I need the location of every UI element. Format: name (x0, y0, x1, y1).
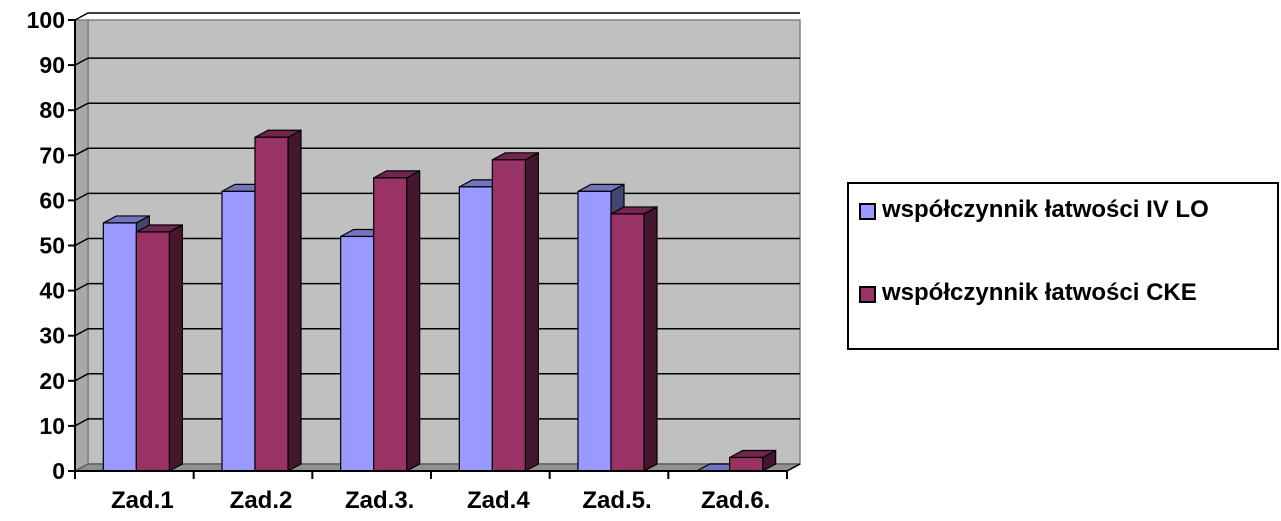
floor (74, 463, 801, 472)
y-tick-label: 50 (39, 233, 65, 259)
bars (102, 129, 777, 473)
legend-swatch-iv-lo (859, 203, 876, 220)
gridline (74, 373, 800, 382)
plot-area (74, 19, 801, 473)
x-tick-label: Zad.2 (230, 487, 293, 514)
gridline (74, 57, 800, 66)
bar (373, 169, 421, 473)
y-tick-label: 30 (39, 323, 65, 349)
side-wall (74, 19, 89, 473)
bar-side (643, 205, 658, 473)
bar-front (221, 190, 256, 472)
y-tick-label: 0 (52, 458, 65, 484)
bar (135, 223, 183, 473)
bar-front (729, 456, 764, 472)
gridline (74, 192, 800, 202)
y-tick-label: 20 (39, 368, 65, 394)
bar-side (524, 151, 539, 473)
bar-front (577, 190, 612, 472)
gridline (74, 237, 800, 247)
gridline (74, 327, 800, 337)
gridline (74, 12, 800, 21)
bar-front (135, 231, 170, 472)
legend-item-iv-lo: współczynnik łatwości IV LO (859, 194, 1264, 225)
bar-front (491, 159, 526, 472)
back-wall (87, 19, 801, 465)
bar-side (406, 169, 421, 473)
bar-front (340, 235, 375, 472)
gridlines (74, 12, 800, 427)
x-tick-label: Zad.5. (582, 487, 651, 514)
legend-label-cke: współczynnik łatwości CKE (882, 279, 1197, 306)
gridline (74, 282, 800, 292)
legend: współczynnik łatwości IV LO współczynnik… (847, 182, 1279, 350)
bar-side (287, 129, 302, 473)
y-axis-ticks: 0 10 20 30 40 50 60 70 80 90 100 (27, 7, 75, 484)
x-tick-label: Zad.1 (111, 487, 174, 514)
x-axis-ticks: Zad.1 Zad.2 Zad.3. Zad.4 Zad.5. Zad.6. (74, 471, 788, 514)
bar (610, 205, 658, 473)
legend-label-iv-lo: współczynnik łatwości IV LO (882, 196, 1209, 223)
gridline (74, 418, 800, 427)
gridline (74, 147, 800, 156)
bar-front (458, 186, 493, 472)
y-tick-label: 60 (39, 187, 65, 213)
y-tick-label: 100 (27, 7, 65, 33)
legend-swatch-cke (859, 286, 876, 303)
legend-item-cke: współczynnik łatwości CKE (859, 277, 1264, 308)
y-tick-label: 10 (39, 413, 65, 439)
bar-front (610, 213, 645, 472)
bar-side (168, 223, 183, 473)
bar (729, 449, 777, 473)
bar-front (254, 136, 289, 472)
bar (491, 151, 539, 473)
bar-front (373, 177, 408, 472)
y-tick-label: 40 (39, 278, 65, 304)
y-tick-label: 70 (39, 142, 65, 168)
bar (254, 129, 302, 473)
y-tick-label: 80 (39, 97, 65, 123)
x-tick-label: Zad.4 (467, 487, 530, 514)
bar-front (102, 222, 137, 472)
gridline (74, 102, 800, 111)
y-tick-label: 90 (39, 52, 65, 78)
x-tick-label: Zad.3. (345, 487, 414, 514)
floor-edge (786, 463, 801, 472)
x-tick-label: Zad.6. (701, 487, 770, 514)
